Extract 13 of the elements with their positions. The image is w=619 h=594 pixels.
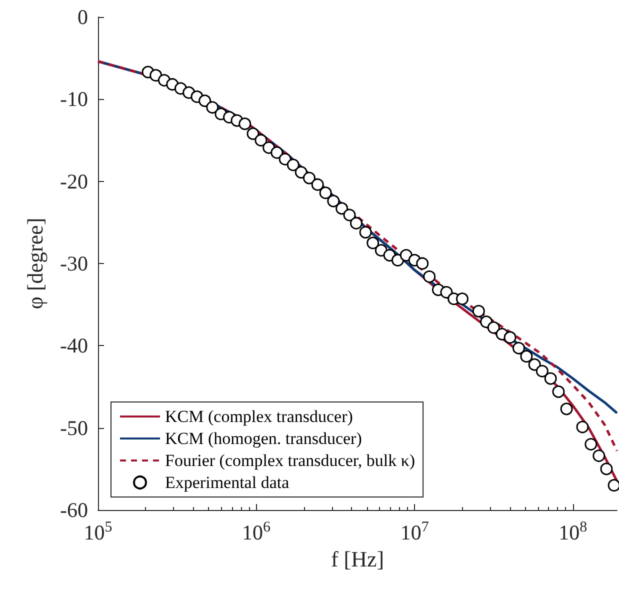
y-tick-label: -40 xyxy=(60,334,88,358)
x-axis-title: f [Hz] xyxy=(330,546,384,572)
y-tick-label: -20 xyxy=(60,169,88,194)
y-tick-label: -10 xyxy=(60,87,88,112)
y-tick-label: 0 xyxy=(78,5,88,29)
y-tick-label: -60 xyxy=(60,498,88,522)
y-tick-label: -30 xyxy=(60,252,88,276)
legend-label: KCM (homogen. transducer) xyxy=(165,429,362,448)
legend-label: KCM (complex transducer) xyxy=(165,407,353,426)
legend-label: Experimental data xyxy=(165,473,290,492)
y-axis-title: φ [degree] xyxy=(22,218,48,310)
legend-label: Fourier (complex transducer, bulk κ) xyxy=(165,451,416,470)
y-tick-label: -50 xyxy=(60,416,88,440)
